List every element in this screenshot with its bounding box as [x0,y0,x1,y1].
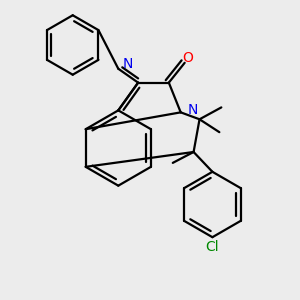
Text: N: N [122,57,133,71]
Text: O: O [182,51,193,65]
Text: N: N [188,103,198,117]
Text: Cl: Cl [206,240,219,254]
